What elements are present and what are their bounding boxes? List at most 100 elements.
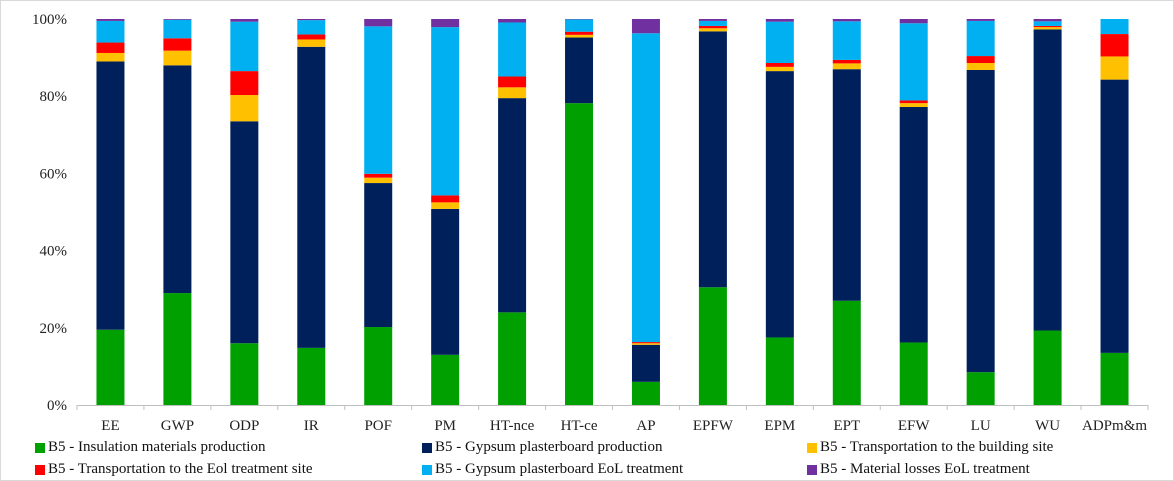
- bar-segment-1: [631, 381, 660, 405]
- bar-segment-4: [297, 34, 326, 40]
- bar-segment-4: [163, 38, 192, 51]
- y-tick-label: 60%: [40, 166, 68, 182]
- bar-segment-3: [364, 177, 393, 184]
- legend-item-gypsum-production: B5 - Gypsum plasterboard production: [422, 439, 662, 456]
- legend-label-material-losses: B5 - Material losses EoL treatment: [820, 461, 1030, 477]
- x-tick-label: ADPm&m: [1082, 418, 1147, 434]
- bar-segment-2: [364, 183, 393, 328]
- bar-segment-2: [230, 121, 259, 344]
- bar-segment-5: [431, 27, 460, 196]
- bar-segment-1: [498, 312, 527, 405]
- bar-segment-4: [565, 31, 594, 35]
- bar-segment-2: [698, 31, 727, 288]
- bar-segment-5: [832, 21, 861, 60]
- bar-segment-4: [698, 25, 727, 29]
- bar-segment-6: [364, 19, 393, 27]
- bar-stack: [565, 19, 594, 405]
- bar-segment-1: [1033, 330, 1062, 405]
- bar-segment-6: [1033, 19, 1062, 22]
- x-tick-label: EFW: [898, 418, 931, 434]
- bar-stack: [96, 19, 125, 405]
- legend-item-gypsum-eol: B5 - Gypsum plasterboard EoL treatment: [422, 461, 683, 478]
- bar-segment-1: [163, 293, 192, 405]
- bar-segment-1: [96, 329, 125, 405]
- bar-segment-2: [498, 98, 527, 313]
- stacked-bar-chart: 0% 20% 40% 60% 80% 100% EE GWP ODP IR POF PM HT-nce H…: [32, 12, 1149, 434]
- bar-segment-1: [1100, 352, 1129, 405]
- x-tick-label: POF: [364, 418, 392, 434]
- bar-segment-1: [899, 342, 928, 405]
- legend-swatch-transport-site: [807, 442, 817, 453]
- bar-segment-1: [364, 327, 393, 405]
- x-tick-label: WU: [1035, 418, 1060, 434]
- bar-segment-4: [96, 42, 125, 53]
- bar-segment-1: [765, 337, 794, 405]
- x-tick-label: PM: [434, 418, 456, 434]
- bar-segment-5: [96, 20, 125, 43]
- bar-segment-5: [966, 20, 995, 57]
- bar-stack: [364, 19, 393, 405]
- bar-segment-4: [1100, 34, 1129, 57]
- bar-segment-6: [765, 19, 794, 22]
- bar-segment-4: [832, 59, 861, 64]
- bar-segment-2: [1100, 79, 1129, 353]
- legend-swatch-transport-eol: [35, 464, 45, 475]
- bar-segment-1: [230, 343, 259, 405]
- bar-segment-3: [565, 34, 594, 38]
- bar-segment-6: [966, 19, 995, 21]
- bar-segment-6: [230, 19, 259, 22]
- bar-stack: [230, 19, 259, 405]
- bar-stack: [1033, 19, 1062, 405]
- x-tick-label: EPT: [833, 418, 860, 434]
- bar-segment-3: [765, 66, 794, 72]
- bar-segment-5: [1100, 19, 1129, 35]
- bar-segment-1: [832, 300, 861, 405]
- bar-segment-3: [498, 87, 527, 99]
- bar-segment-5: [163, 19, 192, 39]
- y-tick-label: 20%: [40, 321, 68, 337]
- legend-swatch-material-losses: [807, 464, 817, 475]
- legend-item-transport-site: B5 - Transportation to the building site: [807, 439, 1053, 456]
- legend: B5 - Insulation materials production B5 …: [0, 436, 1174, 480]
- bar-stack: [966, 19, 995, 405]
- bar-stack: [899, 19, 928, 405]
- legend-label-gypsum-production: B5 - Gypsum plasterboard production: [435, 439, 663, 455]
- bar-segment-5: [1033, 21, 1062, 26]
- bar-segment-4: [498, 76, 527, 88]
- bar-segment-5: [230, 21, 259, 72]
- bar-segment-6: [96, 19, 125, 21]
- bar-segment-6: [899, 19, 928, 24]
- legend-label-insulation: B5 - Insulation materials production: [48, 439, 266, 455]
- legend-swatch-gypsum-production: [422, 442, 432, 453]
- bar-segment-3: [832, 63, 861, 70]
- bar-segment-2: [1033, 29, 1062, 331]
- bar-segment-3: [1100, 56, 1129, 80]
- x-tick-label: EPFW: [693, 418, 734, 434]
- y-tick-label: 40%: [40, 244, 68, 260]
- bar-segment-3: [163, 50, 192, 66]
- bar-segment-2: [431, 208, 460, 355]
- bar-segment-2: [565, 37, 594, 104]
- bar-segment-4: [364, 173, 393, 178]
- bar-segment-4: [765, 63, 794, 67]
- bar-segment-4: [966, 56, 995, 64]
- y-tick-label: 100%: [32, 12, 67, 28]
- bar-segment-1: [966, 372, 995, 405]
- bar-segment-3: [698, 28, 727, 32]
- bar-stack: [297, 19, 326, 405]
- x-tick-label: HT-ce: [561, 418, 598, 434]
- bar-segment-6: [163, 19, 192, 20]
- x-tick-label: GWP: [161, 418, 194, 434]
- bar-segment-6: [297, 19, 326, 21]
- bar-segment-5: [297, 20, 326, 35]
- y-tick-label: 0%: [47, 398, 67, 414]
- bar-segment-3: [96, 52, 125, 62]
- bar-segment-3: [1033, 27, 1062, 30]
- bar-segment-2: [96, 61, 125, 330]
- bar-segment-2: [765, 71, 794, 338]
- bar-stack: [832, 19, 861, 405]
- bar-segment-1: [698, 287, 727, 405]
- x-tick-label: LU: [971, 418, 991, 434]
- legend-label-transport-eol: B5 - Transportation to the Eol treatment…: [48, 461, 313, 477]
- bar-segment-2: [631, 344, 660, 382]
